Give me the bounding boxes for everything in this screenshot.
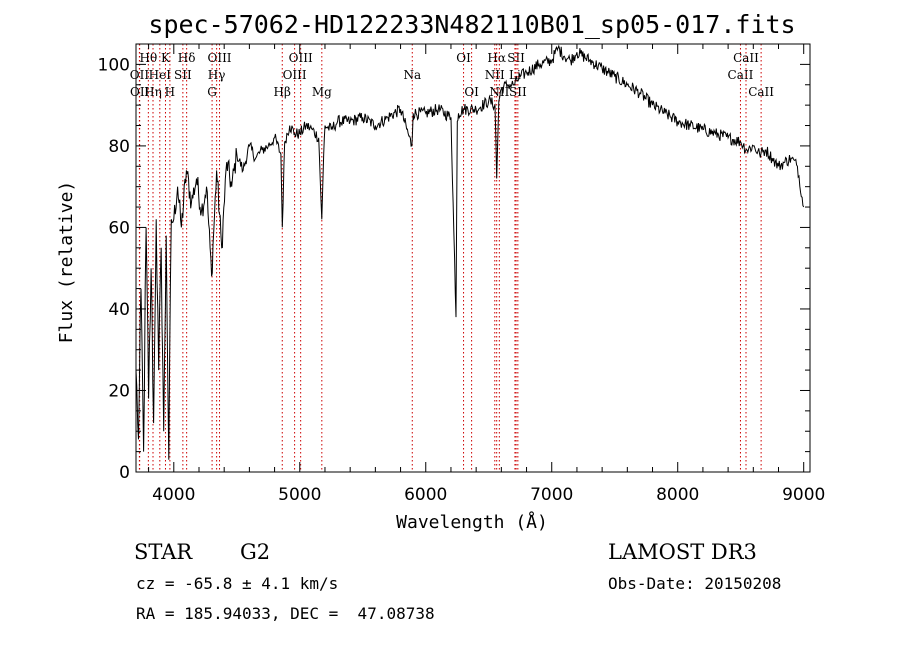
line-mark-label: CaII <box>728 68 754 82</box>
coordinates: RA = 185.94033, DEC = 47.08738 <box>136 604 435 623</box>
line-mark-label: NII <box>485 68 505 82</box>
x-tick-label: 7000 <box>530 485 573 505</box>
line-mark-label: Mg <box>312 85 332 99</box>
line-mark-label: H <box>165 85 175 99</box>
line-mark-label: SII <box>509 85 527 99</box>
line-mark-label: G <box>207 85 217 99</box>
object-subclass: G2 <box>240 540 271 564</box>
x-tick-label: 6000 <box>404 485 447 505</box>
object-class: STAR <box>134 540 193 564</box>
line-mark-label: OIII <box>207 51 231 65</box>
x-axis-label: Wavelength (Å) <box>396 511 548 533</box>
line-mark-label: CaII <box>748 85 774 99</box>
line-mark-label: Hη <box>144 85 162 99</box>
spectrum-line <box>135 44 805 460</box>
obs-date: Obs-Date: 20150208 <box>608 574 782 593</box>
x-tick-label: 5000 <box>278 485 321 505</box>
y-tick-label: 60 <box>108 218 130 238</box>
line-mark-label: OII <box>130 85 150 99</box>
line-mark-label: OIII <box>283 68 307 82</box>
x-axis: 4000 5000 6000 7000 8000 9000 <box>148 44 825 505</box>
redshift-info: cz = -65.8 ± 4.1 km/s <box>136 574 339 593</box>
line-mark-label: SII <box>507 51 525 65</box>
x-tick-label: 8000 <box>656 485 699 505</box>
line-mark-label: CaII <box>733 51 759 65</box>
survey-name: LAMOST DR3 <box>608 540 757 564</box>
line-mark-label: HeI <box>149 68 172 82</box>
y-tick-label: 80 <box>108 137 130 157</box>
line-mark-label: OI <box>464 85 479 99</box>
line-mark-label: NII <box>489 85 509 99</box>
line-mark-label: Na <box>403 68 421 82</box>
line-mark-label: Hβ <box>274 85 291 99</box>
line-mark-label: OIII <box>289 51 313 65</box>
line-mark-label: Hα <box>487 51 506 65</box>
line-mark-label: SII <box>174 68 192 82</box>
line-mark-label: Li <box>509 68 521 82</box>
line-mark-label: OI <box>456 51 471 65</box>
plot-frame <box>135 43 811 473</box>
y-tick-label: 20 <box>108 381 130 401</box>
line-mark-label: Hθ <box>139 51 157 65</box>
line-mark-label: Hγ <box>208 68 226 82</box>
line-mark-label: K <box>161 51 171 65</box>
y-tick-label: 40 <box>108 300 130 320</box>
x-tick-label: 4000 <box>152 485 195 505</box>
line-mark-label: Hδ <box>178 51 196 65</box>
y-axis: 0 20 40 60 80 100 <box>98 55 810 483</box>
y-tick-label: 0 <box>119 463 130 483</box>
line-mark-label: OII <box>130 68 150 82</box>
chart-title: spec-57062-HD122233N482110B01_sp05-017.f… <box>148 10 795 39</box>
x-tick-label: 9000 <box>782 485 825 505</box>
y-axis-label: Flux (relative) <box>56 181 77 344</box>
y-tick-label: 100 <box>98 55 130 75</box>
